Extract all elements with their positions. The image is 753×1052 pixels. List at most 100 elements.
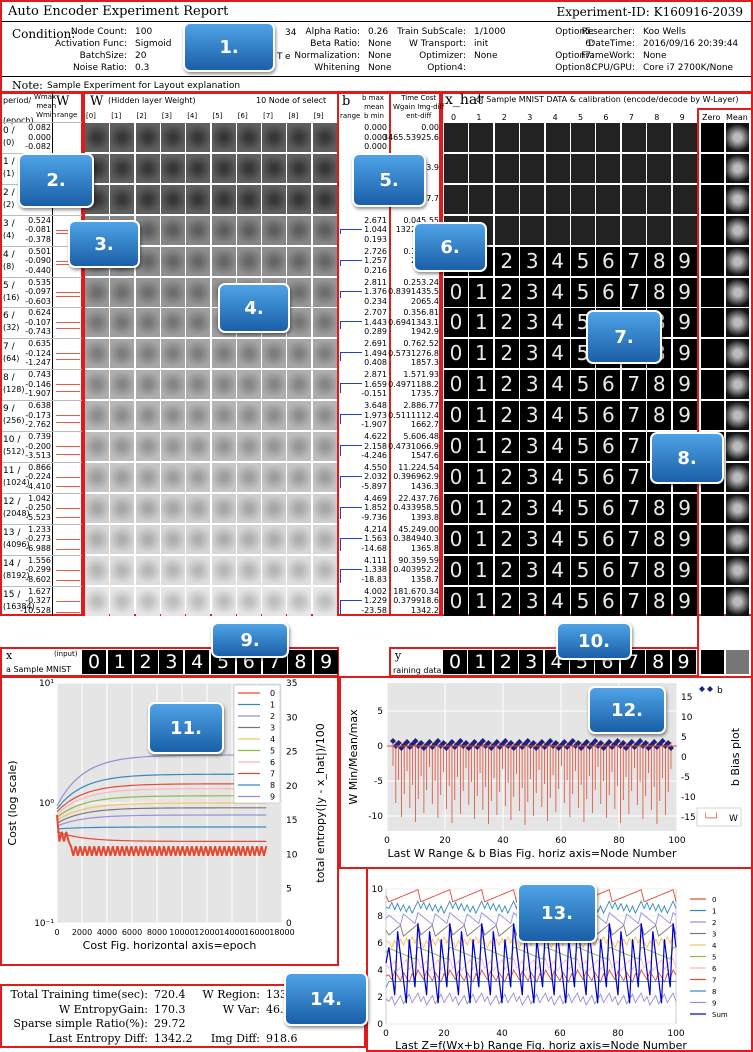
node-index: [8] — [288, 112, 299, 120]
reconstruction-image: 6 — [596, 401, 621, 431]
w-stat-value: -0.200 — [25, 441, 51, 451]
b-range-bar — [340, 475, 362, 488]
reconstruction-image: 1 — [469, 493, 494, 523]
weight-image — [135, 493, 160, 523]
weight-image — [312, 555, 337, 585]
output-digit-image: 7 — [620, 650, 645, 674]
legend-label: 5 — [712, 954, 716, 962]
digit-index: 1 — [476, 113, 482, 122]
w-stat-value: -0.124 — [25, 348, 51, 358]
weight-image — [160, 462, 185, 492]
y2-tick-label: 10 — [286, 850, 298, 860]
b-point — [575, 740, 582, 746]
reconstruction-image: 7 — [621, 524, 646, 554]
weight-image — [211, 339, 236, 369]
y-tick-label: 5 — [377, 707, 383, 717]
b-stat-value: 0.000 — [364, 132, 387, 142]
legend-w-box — [696, 807, 742, 827]
b-stat-value: 1.563 — [364, 534, 387, 544]
w-stats: 0.082 0.000 -0.082 — [25, 123, 51, 152]
summary-key: Sparse simple Ratio(%): — [13, 1017, 148, 1030]
time-cost-value: 1365.8 — [411, 543, 439, 553]
b-range-bar — [340, 568, 362, 583]
epoch-label: 11 /(1024) — [3, 465, 30, 489]
w-stat-value: 1.627 — [28, 586, 51, 596]
b-stats-2: mean — [364, 103, 384, 111]
y2-tick-label: -5 — [681, 773, 690, 783]
z-series-line — [385, 923, 677, 1004]
reconstruction-image: 5 — [571, 586, 595, 616]
reconstruction-image — [494, 123, 519, 152]
x-tick-label: 80 — [612, 1029, 624, 1039]
weight-image — [135, 184, 160, 214]
x-tick-label: 0 — [54, 928, 59, 937]
b-stats: 2.691 1.494 0.408 — [364, 339, 387, 368]
weight-image — [160, 153, 185, 183]
epoch-number: 7 / — [3, 342, 15, 353]
condition-key: DateTime: — [588, 39, 635, 49]
b-point — [530, 740, 537, 746]
reconstruction-image — [596, 153, 621, 183]
digit-index: 3 — [527, 113, 533, 122]
cost-series-line — [56, 788, 267, 815]
weight-image — [135, 462, 160, 492]
callout-badge: 5. — [352, 153, 426, 207]
w-stat-value: -0.299 — [25, 565, 51, 575]
reconstruction-image: 3 — [520, 555, 545, 585]
x-tick-label: 8000 — [147, 928, 167, 937]
b-point — [547, 738, 554, 744]
cost-legend: 0 1 2 3 4 5 6 7 8 9 — [233, 684, 281, 804]
b-stats: 2.671 1.044 0.193 — [364, 216, 387, 245]
b-point — [665, 740, 672, 746]
b-stat-value: 1.338 — [364, 565, 387, 575]
weight-image — [110, 308, 135, 338]
digit-index: 4 — [552, 113, 558, 122]
y-tick-label: 6 — [377, 939, 383, 949]
callout-badge: 10. — [556, 622, 632, 660]
reconstruction-image: 5 — [571, 493, 595, 523]
input-digit-image: 1 — [107, 650, 132, 674]
weight-image — [160, 432, 185, 461]
weight-image — [312, 432, 337, 461]
reconstruction-image: 0 — [444, 493, 468, 523]
weight-image — [262, 370, 287, 400]
weight-image — [211, 246, 236, 276]
epoch-count: (8192) — [3, 570, 30, 580]
b-stat-value: 0.000 — [364, 123, 387, 132]
reconstruction-image — [444, 123, 468, 152]
reconstruction-image: 0 — [444, 339, 468, 369]
zero-calibration-image — [701, 339, 724, 369]
b-stat-value: 2.871 — [364, 370, 387, 380]
row-divider — [2, 307, 82, 309]
time-cost-value: 11.2 — [398, 462, 417, 472]
weight-image — [312, 586, 337, 616]
w-range-bar — [56, 384, 80, 392]
weight-image — [85, 308, 109, 338]
weight-image — [135, 370, 160, 400]
legend-label: 7 — [712, 977, 716, 985]
reconstruction-image — [596, 215, 621, 245]
reconstruction-image: 9 — [672, 493, 697, 523]
x-tick-label: 12000 — [194, 928, 219, 937]
w-stats: 1.233 -0.273 -6.988 — [25, 525, 51, 554]
epoch-count: (2048) — [3, 508, 30, 518]
time-cost-value: 1942.9 — [411, 327, 439, 337]
weight-image — [262, 432, 287, 461]
weight-image — [186, 308, 211, 338]
input-digit-image: 2 — [133, 650, 158, 674]
weight-image — [287, 153, 312, 183]
reconstruction-image — [672, 184, 697, 214]
reconstruction-image: 9 — [672, 246, 697, 276]
b-stat-value: 2.691 — [364, 339, 387, 349]
weight-image — [287, 246, 312, 276]
legend-label: 9 — [712, 1000, 716, 1008]
weight-image — [135, 277, 160, 307]
epoch-number: 0 / — [3, 126, 15, 136]
callout-badge: 4. — [218, 283, 290, 333]
w-stat-value: -0.378 — [25, 234, 51, 244]
condition-key: W Transport: — [408, 39, 466, 49]
weight-image — [110, 462, 135, 492]
b-range-bar — [340, 352, 362, 361]
weight-image — [186, 555, 211, 585]
period-header-2: (epoch) — [3, 116, 34, 125]
